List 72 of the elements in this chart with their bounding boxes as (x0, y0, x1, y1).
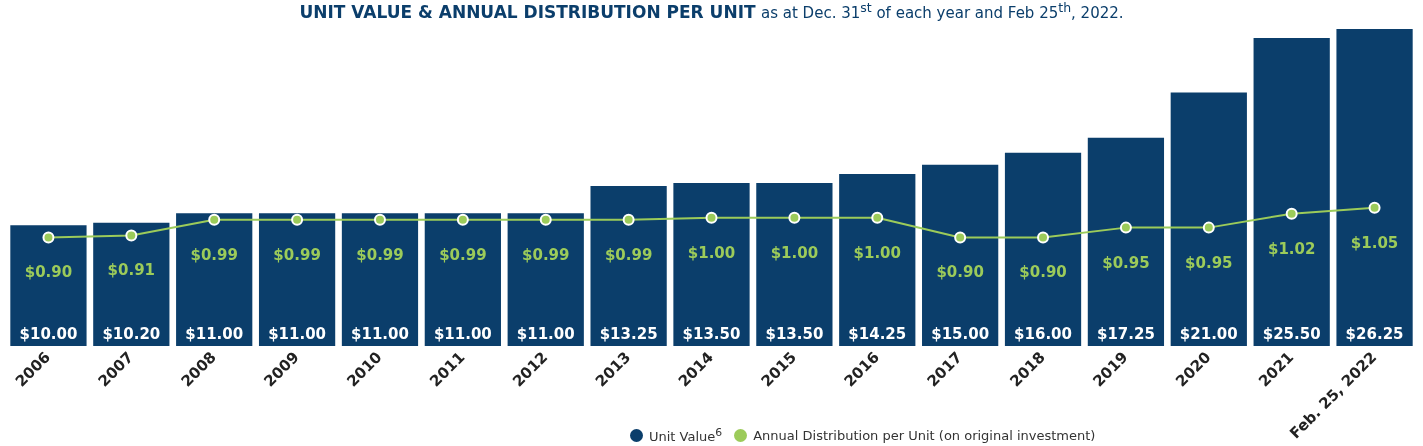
data-label: $15.00 (931, 325, 990, 344)
point (1285, 207, 1298, 220)
data-label: $0.91 (107, 261, 156, 280)
bar (1336, 29, 1413, 346)
chart-title: UNIT VALUE & ANNUAL DISTRIBUTION PER UNIT (299, 2, 756, 22)
bar (922, 164, 999, 346)
data-label: $1.05 (1350, 233, 1399, 252)
point (1202, 221, 1215, 234)
point (42, 231, 55, 244)
bar (176, 213, 253, 346)
point (208, 213, 221, 226)
data-label: $0.90 (1019, 263, 1067, 282)
data-label: $0.99 (356, 245, 404, 264)
bar (1170, 92, 1247, 346)
data-label: $11.00 (268, 325, 327, 344)
bar (424, 213, 501, 346)
point (1119, 221, 1132, 234)
bar (1004, 152, 1082, 346)
data-label: $11.00 (516, 325, 575, 344)
data-label: $21.00 (1179, 325, 1238, 344)
data-label: $1.02 (1267, 239, 1316, 258)
point (788, 211, 801, 224)
point (954, 231, 967, 244)
data-label: $11.00 (351, 325, 409, 344)
bar (1253, 38, 1330, 346)
data-label: $0.90 (24, 263, 73, 282)
point (125, 229, 138, 242)
bar (1087, 137, 1165, 346)
data-label: $13.50 (682, 325, 741, 344)
data-label: $0.95 (1185, 253, 1233, 272)
point (456, 213, 469, 226)
bar (756, 182, 833, 346)
data-label: $10.20 (102, 325, 161, 344)
data-label: $0.99 (439, 245, 487, 264)
point (291, 213, 304, 226)
bar (507, 213, 584, 346)
data-label: $25.50 (1262, 325, 1321, 344)
data-label: $13.50 (765, 325, 824, 344)
point (1368, 201, 1381, 214)
data-label: $0.99 (604, 245, 653, 264)
data-label: $0.95 (1102, 253, 1150, 272)
data-label: $1.00 (770, 243, 819, 262)
point (622, 213, 635, 226)
bar (341, 213, 419, 346)
point (705, 211, 718, 224)
legend-label: Unit Value$^{6}$ (649, 426, 723, 445)
bar (673, 182, 750, 346)
data-label: $0.99 (190, 245, 238, 264)
bar (590, 185, 667, 346)
data-label: $13.25 (599, 325, 658, 344)
bar (10, 225, 87, 346)
data-label: $11.00 (433, 325, 492, 344)
data-label: $0.99 (522, 245, 570, 264)
data-label: $1.00 (853, 243, 901, 262)
data-label: $1.00 (687, 243, 736, 262)
data-label: $17.25 (1096, 325, 1155, 344)
point (373, 213, 386, 226)
data-label: $0.90 (936, 263, 984, 282)
data-label: $0.99 (273, 245, 321, 264)
data-label: $10.00 (19, 325, 78, 344)
bar (839, 173, 916, 346)
point (539, 213, 552, 226)
data-label: $11.00 (185, 325, 244, 344)
bar (258, 213, 336, 346)
legend-label: Annual Distribution per Unit (on original investment) (753, 427, 1096, 443)
data-label: $14.25 (848, 325, 907, 344)
chart-subtitle: as at Dec. 31$^{st}$ of each year and Feb 25$^{th}$, 2022. (760, 0, 1124, 22)
point (871, 211, 884, 224)
data-label: $16.00 (1014, 325, 1072, 344)
bar (93, 222, 170, 346)
point (1037, 231, 1050, 244)
data-label: $26.25 (1345, 325, 1404, 344)
